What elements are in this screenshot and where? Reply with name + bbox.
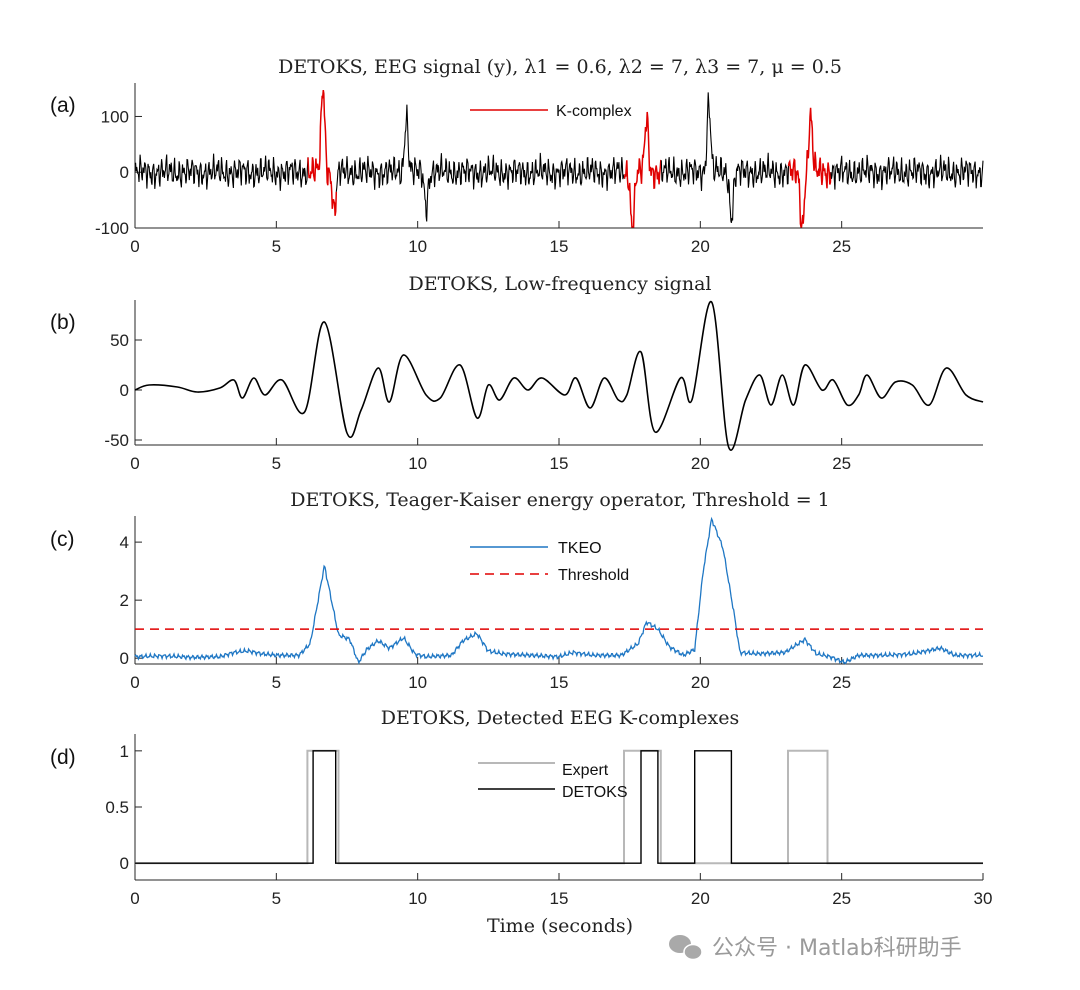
eeg-trace-segment xyxy=(830,154,984,191)
wechat-icon xyxy=(669,935,703,961)
legend-label-threshold: Threshold xyxy=(558,567,629,584)
y-tick-label: -100 xyxy=(95,219,129,238)
panel-d-label: (d) xyxy=(50,746,76,769)
y-tick-label: 4 xyxy=(120,533,129,552)
x-tick-label: 0 xyxy=(130,889,139,908)
panel-c-title: DETOKS, Teager-Kaiser energy operator, T… xyxy=(290,489,830,511)
x-tick-label: 20 xyxy=(691,454,710,473)
y-tick-label: 0 xyxy=(120,163,129,182)
watermark: 公众号 · Matlab科研助手 xyxy=(669,935,962,961)
panel-tkeo: DETOKS, Teager-Kaiser energy operator, T… xyxy=(50,489,984,692)
legend-label-detoks: DETOKS xyxy=(562,784,628,801)
x-tick-label: 25 xyxy=(832,237,851,256)
panel-b-label: (b) xyxy=(50,311,76,334)
y-tick-label: 50 xyxy=(110,331,129,350)
x-tick-label: 5 xyxy=(272,889,281,908)
eeg-trace-segment xyxy=(134,153,309,191)
x-tick-label: 30 xyxy=(974,889,993,908)
x-tick-label: 0 xyxy=(130,673,139,692)
x-axis-label: Time (seconds) xyxy=(487,915,633,937)
tkeo-line xyxy=(134,516,984,665)
panel-low-frequency: DETOKS, Low-frequency signal (b) 0 5 10 15 2… xyxy=(50,273,984,473)
x-tick-label: 10 xyxy=(408,237,427,256)
x-tick-label: 20 xyxy=(691,673,710,692)
x-tick-label: 15 xyxy=(550,454,569,473)
y-tick-label: 100 xyxy=(101,107,129,126)
panel-a-title: DETOKS, EEG signal (y), λ1 = 0.6, λ2 = 7… xyxy=(278,56,842,78)
x-tick-label: 20 xyxy=(691,237,710,256)
panel-eeg-signal: DETOKS, EEG signal (y), λ1 = 0.6, λ2 = 7… xyxy=(50,56,984,256)
kcomplex-segment xyxy=(623,111,662,228)
watermark-text: 公众号 · Matlab科研助手 xyxy=(712,936,962,961)
x-tick-label: 0 xyxy=(130,454,139,473)
legend-label-tkeo: TKEO xyxy=(558,540,602,557)
low-frequency-line xyxy=(134,301,984,451)
x-tick-label: 5 xyxy=(272,454,281,473)
y-tick-label: 1 xyxy=(120,742,129,761)
panel-d-legend: Expert DETOKS xyxy=(478,762,628,801)
y-tick-label: 0 xyxy=(120,649,129,668)
kcomplex-segment xyxy=(787,107,832,228)
y-tick-label: 2 xyxy=(120,591,129,610)
x-tick-label: 25 xyxy=(832,889,851,908)
legend-label-expert: Expert xyxy=(562,762,609,779)
y-tick-label: -50 xyxy=(104,431,129,450)
x-tick-label: 25 xyxy=(832,454,851,473)
x-tick-label: 5 xyxy=(272,673,281,692)
legend-label-kcomplex: K-complex xyxy=(556,103,632,120)
kcomplex-segment xyxy=(307,89,338,216)
detoks-series-line xyxy=(135,750,983,864)
x-tick-label: 15 xyxy=(550,673,569,692)
y-tick-label: 0.5 xyxy=(105,798,129,817)
panel-c-label: (c) xyxy=(50,528,75,551)
x-tick-label: 15 xyxy=(550,237,569,256)
panel-a-legend: K-complex xyxy=(470,103,632,120)
x-tick-label: 15 xyxy=(550,889,569,908)
panel-d-title: DETOKS, Detected EEG K-complexes xyxy=(381,707,740,729)
eeg-trace-segment xyxy=(335,104,626,222)
y-tick-label: 0 xyxy=(120,381,129,400)
y-tick-label: 0 xyxy=(120,854,129,873)
x-tick-label: 10 xyxy=(408,889,427,908)
x-tick-label: 10 xyxy=(408,673,427,692)
panel-a-label: (a) xyxy=(50,94,76,117)
x-tick-label: 5 xyxy=(272,237,281,256)
x-tick-label: 0 xyxy=(130,237,139,256)
x-tick-label: 10 xyxy=(408,454,427,473)
panel-b-title: DETOKS, Low-frequency signal xyxy=(409,273,712,295)
x-tick-label: 20 xyxy=(691,889,710,908)
expert-series-line xyxy=(135,749,983,865)
panel-detected: DETOKS, Detected EEG K-complexes (d) 0 5 1… xyxy=(50,707,992,937)
x-tick-label: 25 xyxy=(832,673,851,692)
eeg-trace-segment xyxy=(660,92,790,223)
panel-c-legend: TKEO Threshold xyxy=(470,540,629,584)
